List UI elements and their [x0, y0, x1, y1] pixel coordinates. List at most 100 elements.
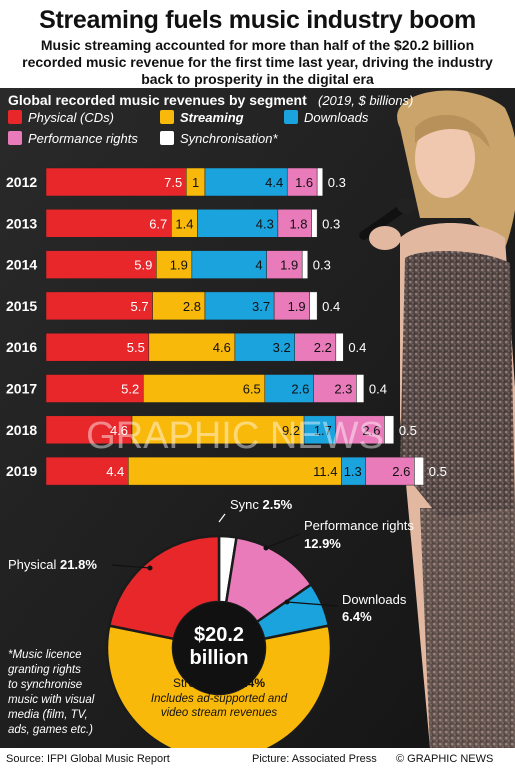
bar-value-2013-2: 4.3 [256, 216, 274, 231]
pie-label-streaming-name: Streaming [173, 676, 228, 690]
header: Streaming fuels music industry boom Musi… [0, 0, 515, 88]
legend-swatch-2 [284, 110, 298, 124]
bar-value-2017-3: 2.3 [334, 382, 352, 397]
bar-segment-2014-4 [301, 250, 309, 279]
pie-leader-performance [265, 533, 301, 549]
bar-value-2014-1: 1.9 [170, 258, 188, 273]
bar-value-2013-0: 6.7 [149, 216, 167, 231]
bar-value-2017-0: 5.2 [121, 382, 139, 397]
bar-segment-2012-0 [45, 167, 187, 197]
pie-label-streaming: Streaming 56.4% Includes ad-supported an… [151, 676, 288, 719]
bar-value-2015-4: 0.4 [322, 299, 340, 314]
source-credit: Source: IFPI Global Music Report [6, 753, 170, 765]
bar-segment-2017-1 [142, 374, 266, 403]
bar-value-2015-0: 5.7 [131, 299, 149, 314]
bar-chart-title: Global recorded music revenues by segmen… [8, 92, 307, 108]
legend-swatch-0 [8, 110, 22, 124]
bar-segment-2013-2 [197, 209, 279, 238]
pie-label-performance-name: Performance rights [304, 518, 414, 533]
bar-segment-2012-3 [286, 167, 318, 197]
bar-chart: 2012 7.5 1 4.4 1.6 0.3 2013 6.7 1.4 4.3 1.8 0.3 2014… [6, 167, 447, 486]
bar-value-2019-0: 4.4 [106, 464, 124, 479]
pie-label-downloads-pct: 6.4% [342, 609, 372, 624]
bar-value-2012-0: 7.5 [164, 175, 182, 190]
donut-center-unit: billion [190, 647, 249, 669]
legend-swatch-4 [160, 131, 174, 145]
pie-label-physical: Physical 21.8% [8, 557, 153, 572]
bar-segment-2019-1 [128, 456, 342, 486]
pie-label-sync-pct: 2.5% [263, 497, 293, 512]
bar-value-2015-3: 1.9 [288, 299, 306, 314]
watermark: GRAPHIC NEWS [86, 415, 384, 457]
svg-text:Streaming 56.4%: Streaming 56.4% [173, 676, 265, 690]
year-label-2015: 2015 [6, 298, 37, 314]
bar-segment-2016-0 [45, 332, 150, 362]
bar-value-2016-0: 5.5 [127, 340, 145, 355]
bar-value-2012-4: 0.3 [328, 175, 346, 190]
pie-label-sync: Sync 2.5% [218, 497, 293, 523]
bar-value-2014-0: 5.9 [134, 258, 152, 273]
bar-segment-2019-3 [365, 456, 415, 486]
year-label-2016: 2016 [6, 339, 37, 355]
bar-value-2015-1: 2.8 [183, 299, 201, 314]
bar-segment-2017-0 [45, 374, 144, 403]
page-title: Streaming fuels music industry boom [39, 6, 476, 34]
legend-label-2: Downloads [304, 110, 369, 125]
year-label-2012: 2012 [6, 174, 37, 190]
pie-label-physical-name: Physical [8, 557, 57, 572]
bar-segment-2017-2 [264, 374, 314, 403]
bar-value-2016-4: 0.4 [348, 340, 366, 355]
bar-value-2016-3: 2.2 [314, 340, 332, 355]
bar-segment-2016-2 [234, 332, 295, 362]
bar-value-2017-4: 0.4 [369, 382, 387, 397]
svg-text:Physical 21.8%: Physical 21.8% [8, 557, 97, 572]
legend-swatch-3 [8, 131, 22, 145]
bar-value-2012-2: 4.4 [265, 175, 283, 190]
pie-leader-physical [111, 564, 151, 569]
pie-leader-sync [218, 513, 226, 523]
bar-segment-2013-4 [311, 209, 318, 238]
pie-label-downloads-name: Downloads [342, 592, 407, 607]
bar-value-2013-4: 0.3 [322, 216, 340, 231]
bar-value-2014-3: 1.9 [280, 258, 298, 273]
year-label-2013: 2013 [6, 215, 37, 231]
bar-segment-2018-0 [45, 415, 133, 445]
bar-value-2016-2: 3.2 [273, 340, 291, 355]
bar-segment-2017-3 [313, 374, 357, 403]
bar-segment-2016-1 [148, 332, 236, 362]
bar-value-2018-4: 0.5 [399, 423, 417, 438]
bar-segment-2013-3 [277, 209, 312, 238]
pie-label-sync-name: Sync [230, 497, 259, 512]
bar-segment-2017-4 [356, 374, 365, 403]
infographic-svg: Global recorded music revenues by segmen… [6, 92, 447, 748]
bar-segment-2015-4 [309, 291, 318, 321]
publisher-credit: © GRAPHIC NEWS [396, 753, 494, 765]
bar-segment-2015-2 [204, 291, 275, 321]
bar-segment-2013-0 [45, 209, 172, 238]
bar-segment-2019-4 [414, 456, 424, 486]
svg-text:Sync 2.5%: Sync 2.5% [230, 497, 293, 512]
bar-value-2014-2: 4 [255, 258, 262, 273]
bar-value-2019-3: 2.6 [392, 464, 410, 479]
legend-label-1: Streaming [180, 110, 244, 125]
bar-segment-2012-2 [204, 167, 288, 197]
pie-label-performance-pct: 12.9% [304, 536, 341, 551]
bar-value-2012-1: 1 [192, 175, 199, 190]
bar-value-2016-1: 4.6 [213, 340, 231, 355]
donut-center-value: $20.2 [194, 624, 244, 646]
bar-value-2019-4: 0.5 [429, 464, 447, 479]
bar-segment-2012-4 [316, 167, 324, 197]
chart-panel: Global recorded music revenues by segmen… [0, 88, 515, 748]
bar-value-2018-3: 2.6 [362, 423, 380, 438]
footer: Source: IFPI Global Music Report Picture… [0, 749, 515, 769]
bar-value-2019-1: 11.4 [313, 464, 337, 479]
picture-credit: Picture: Associated Press [252, 753, 377, 765]
bar-segment-2013-1 [171, 209, 198, 238]
legend-swatch-1 [160, 110, 174, 124]
pie-label-physical-pct: 21.8% [60, 557, 97, 572]
pie-label-streaming-note: Includes ad-supported and video stream re… [151, 693, 288, 719]
bar-value-2013-3: 1.8 [289, 216, 307, 231]
legend-label-4: Synchronisation* [180, 131, 278, 146]
bar-chart-units: (2019, $ billions) [318, 93, 413, 108]
year-label-2017: 2017 [6, 381, 37, 397]
